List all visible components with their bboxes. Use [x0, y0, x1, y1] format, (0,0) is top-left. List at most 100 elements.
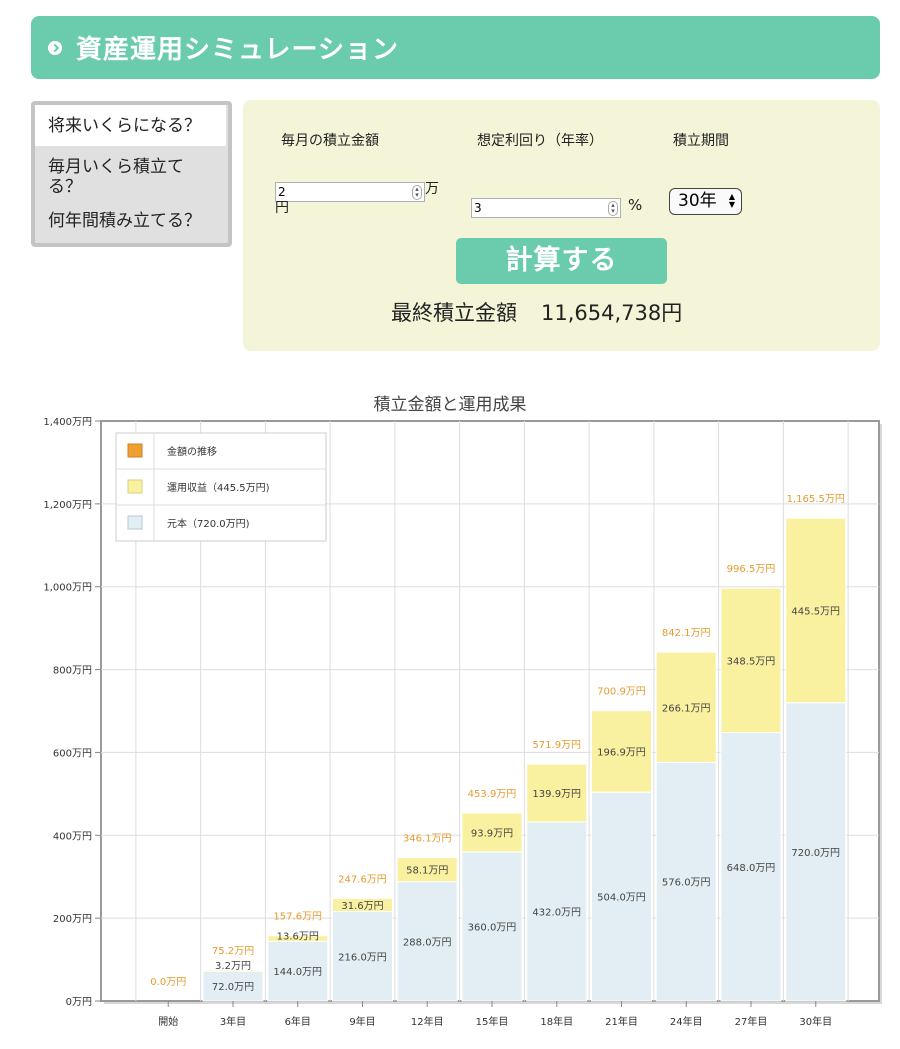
- bar-principal: [655, 761, 717, 1002]
- monthly-amount-label: 毎月の積立金額: [281, 133, 379, 149]
- bar-label-total: 247.6万円: [338, 874, 387, 885]
- bar-principal: [461, 851, 523, 1002]
- bar-label-principal: 144.0万円: [273, 967, 322, 978]
- x-tick-label: 21年目: [605, 1015, 638, 1028]
- bar-return: [267, 935, 329, 942]
- y-tick-label: 1,400万円: [43, 417, 92, 428]
- stepper-icon[interactable]: ▴ ▾: [412, 185, 422, 200]
- y-tick-label: 1,200万円: [43, 500, 92, 511]
- bar-principal: [526, 821, 588, 1002]
- x-tick-label: 開始: [158, 1015, 178, 1028]
- bar-label-total: 0.0万円: [150, 977, 186, 988]
- x-tick-label: 3年目: [220, 1015, 246, 1028]
- bar-principal: [785, 702, 847, 1002]
- bar-label-principal: 72.0万円: [212, 982, 254, 993]
- bar-label-return: 31.6万円: [341, 901, 383, 912]
- result-row: 最終積立金額 11,654,738円: [391, 297, 682, 327]
- x-tick-label: 9年目: [349, 1015, 375, 1028]
- legend-label: 元本（720.0万円): [167, 517, 250, 530]
- y-tick-label: 200万円: [53, 914, 92, 925]
- x-tick-label: 18年目: [540, 1015, 573, 1028]
- page-title: 資産運用シミュレーション: [76, 35, 399, 65]
- bar-label-return: 93.9万円: [471, 828, 513, 839]
- bar-label-total: 453.9万円: [468, 789, 517, 800]
- y-tick-label: 400万円: [53, 831, 92, 842]
- bar-label-total: 346.1万円: [403, 834, 452, 845]
- bar-label-total: 996.5万円: [727, 564, 776, 575]
- bar-label-principal: 648.0万円: [727, 863, 776, 874]
- tab-years[interactable]: 何年間積み立てる？: [48, 211, 201, 231]
- bar-label-return: 58.1万円: [406, 866, 448, 877]
- x-tick-label: 6年目: [285, 1015, 311, 1028]
- rate-value: 3: [474, 201, 482, 215]
- bar-label-return: 266.1万円: [662, 703, 711, 714]
- x-tick-label: 30年目: [799, 1015, 832, 1028]
- bar-label-principal: 720.0万円: [791, 848, 840, 859]
- bar-label-principal: 504.0万円: [597, 893, 646, 904]
- x-tick-label: 15年目: [476, 1015, 509, 1028]
- period-select-value: 30年: [678, 191, 717, 211]
- monthly-amount-value: 2: [278, 185, 286, 199]
- bar-principal: [332, 911, 393, 1002]
- x-tick-label: 12年目: [411, 1015, 444, 1028]
- x-tick-label: 24年目: [670, 1015, 703, 1028]
- bar-label-return: 3.2万円: [215, 961, 251, 972]
- y-tick-label: 600万円: [53, 748, 92, 759]
- bar-label-return: 196.9万円: [597, 747, 646, 758]
- simulation-form: 毎月の積立金額 想定利回り（年率） 積立期間 2 ▴ ▾ 万円 3 ▴ ▾ % 30…: [243, 100, 880, 351]
- x-tick-label: 27年目: [735, 1015, 768, 1028]
- chart-title: 積立金額と運用成果: [373, 395, 527, 415]
- arrow-circle-icon: [48, 40, 62, 55]
- bar-return: [655, 651, 717, 763]
- bar-principal: [202, 970, 264, 1002]
- bar-label-return: 348.5万円: [727, 656, 776, 667]
- bar-return: [720, 587, 782, 734]
- bar-return: [332, 897, 393, 913]
- bar-label-return: 13.6万円: [277, 931, 319, 942]
- monthly-amount-input[interactable]: 2 ▴ ▾: [275, 182, 425, 202]
- rate-unit: %: [628, 196, 643, 214]
- legend-swatch: [127, 479, 143, 494]
- bar-label-total: 1,165.5万円: [787, 494, 845, 505]
- monthly-amount-unit: 万円: [275, 181, 439, 216]
- bar-return: [202, 969, 264, 972]
- rate-input[interactable]: 3 ▴ ▾: [471, 198, 621, 218]
- bar-label-principal: 360.0万円: [468, 922, 517, 933]
- period-label: 積立期間: [673, 133, 729, 149]
- result-value: 11,654,738円: [541, 301, 683, 325]
- bar-return: [526, 763, 588, 823]
- bar-label-total: 700.9万円: [597, 687, 646, 698]
- rate-label: 想定利回り（年率）: [477, 133, 603, 149]
- bar-label-principal: 216.0万円: [338, 952, 387, 963]
- result-label: 最終積立金額: [391, 301, 517, 325]
- page-header: 資産運用シミュレーション: [31, 16, 880, 79]
- tab-monthly-amount[interactable]: 毎月いくら積立てる？: [48, 157, 184, 197]
- mode-tabs: 将来いくらになる？ 毎月いくら積立てる？ 何年間積み立てる？: [31, 101, 232, 247]
- bar-label-total: 842.1万円: [662, 628, 711, 639]
- tab-future-value[interactable]: 将来いくらになる？: [35, 105, 226, 146]
- y-tick-label: 800万円: [53, 666, 92, 677]
- legend-swatch: [127, 443, 143, 458]
- bar-principal: [720, 732, 782, 1002]
- bar-return: [396, 857, 458, 883]
- legend-swatch: [127, 515, 143, 530]
- bar-label-total: 571.9万円: [532, 740, 581, 751]
- bar-label-total: 157.6万円: [273, 912, 322, 923]
- bar-label-principal: 432.0万円: [532, 908, 581, 919]
- calculate-button[interactable]: 計算する: [456, 238, 667, 284]
- stepper-icon[interactable]: ▴ ▾: [608, 201, 618, 216]
- bar-return: [461, 812, 523, 853]
- bar-principal: [591, 791, 652, 1002]
- legend-label: 金額の推移: [167, 445, 217, 458]
- bar-principal: [396, 881, 458, 1002]
- y-tick-label: 1,000万円: [43, 583, 92, 594]
- select-arrows-icon: ▲ ▼: [728, 192, 735, 209]
- bar-label-principal: 288.0万円: [403, 937, 452, 948]
- bar-label-return: 139.9万円: [532, 789, 581, 800]
- bar-return: [591, 710, 652, 793]
- bar-label-total: 75.2万円: [212, 946, 254, 957]
- period-select[interactable]: 30年 ▲ ▼: [669, 188, 742, 215]
- legend-box: [115, 432, 327, 542]
- bar-label-return: 445.5万円: [791, 606, 840, 617]
